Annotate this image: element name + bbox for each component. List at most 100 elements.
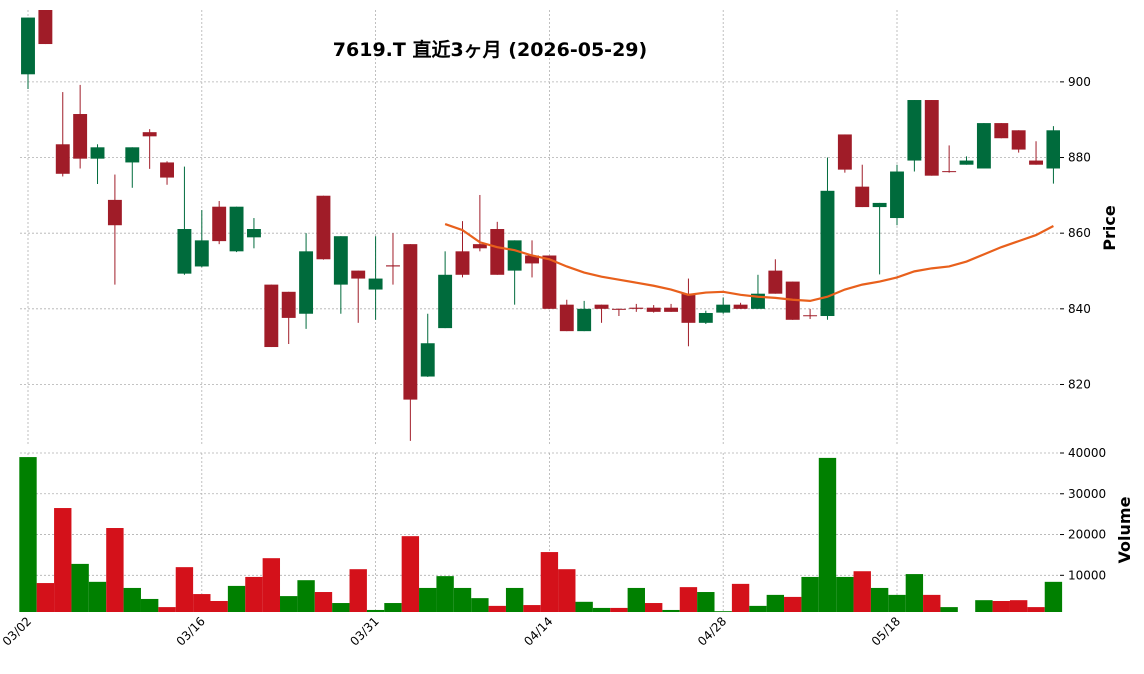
- volume-bar: [488, 605, 506, 612]
- volume-bar: [36, 583, 55, 612]
- candle-body: [542, 255, 557, 309]
- volume-bar: [1044, 581, 1063, 612]
- candle-body: [55, 144, 70, 174]
- candle-body: [577, 308, 592, 332]
- volume-bar: [679, 587, 698, 612]
- candle-body: [611, 308, 626, 310]
- volume-bar: [280, 596, 298, 612]
- candle-body: [38, 10, 53, 45]
- y-axis-label: Price: [1100, 205, 1119, 251]
- candle-body: [924, 100, 939, 176]
- candle-body: [942, 171, 957, 173]
- candle-body: [1011, 130, 1026, 150]
- x-tick-label: 03/31: [347, 614, 381, 648]
- x-tick-label: 05/18: [869, 614, 903, 648]
- y-tick-label: 880: [1068, 151, 1091, 165]
- candle-body: [629, 307, 644, 309]
- volume-tick-label: 40000: [1068, 446, 1106, 460]
- volume-bar: [870, 587, 889, 612]
- candle-body: [281, 291, 296, 318]
- candle-body: [820, 190, 835, 317]
- candle-body: [716, 304, 731, 313]
- volume-bar: [419, 587, 437, 612]
- candle-body: [299, 251, 314, 314]
- volume-bar: [905, 574, 924, 612]
- candle-body: [73, 114, 88, 159]
- volume-bar: [610, 607, 628, 612]
- candle-body: [194, 240, 209, 267]
- candle-body: [368, 278, 383, 290]
- candle-body: [1029, 160, 1043, 165]
- candle-body: [507, 240, 522, 271]
- candle-body: [420, 343, 435, 377]
- candle-body: [664, 307, 679, 312]
- y-tick-label: 860: [1068, 226, 1091, 240]
- volume-bar: [349, 569, 367, 612]
- volume-bar: [106, 528, 124, 612]
- volume-bar: [627, 587, 645, 612]
- candle-body: [351, 270, 366, 279]
- moving-average-line: [444, 223, 1054, 302]
- volume-bar: [54, 508, 72, 612]
- candle-body: [907, 100, 922, 161]
- volume-bar: [540, 552, 559, 612]
- volume-bar: [436, 576, 454, 612]
- candle-body: [890, 171, 904, 219]
- candle-body: [438, 274, 453, 329]
- candle-body: [472, 244, 487, 249]
- volume-bar: [193, 594, 211, 612]
- volume-axis-label: Volume: [1115, 496, 1134, 563]
- volume-bar: [592, 607, 611, 612]
- volume-bar: [384, 603, 402, 612]
- candle-body: [855, 186, 870, 208]
- volume-bar: [853, 571, 871, 612]
- candle-body: [959, 160, 974, 165]
- volume-bar: [453, 587, 472, 612]
- volume-bar: [923, 594, 941, 612]
- y-tick-label: 900: [1068, 75, 1091, 89]
- volume-bar: [297, 580, 315, 612]
- volume-bar: [1009, 600, 1028, 612]
- volume-bar: [940, 607, 958, 612]
- candle-body: [160, 162, 174, 178]
- candle-body: [994, 123, 1009, 139]
- volume-bar: [644, 603, 663, 612]
- candle-body: [107, 199, 122, 226]
- volume-bar: [714, 611, 732, 612]
- candle-body: [212, 206, 227, 242]
- volume-bar: [245, 576, 263, 612]
- volume-bar: [575, 601, 593, 612]
- candle-body: [142, 132, 157, 137]
- volume-bar: [158, 607, 176, 612]
- volume-bar: [401, 536, 420, 612]
- candle-body: [559, 304, 574, 332]
- volume-bar: [801, 576, 819, 612]
- candle-body: [872, 202, 887, 208]
- candle-body: [403, 244, 418, 400]
- volume-bar: [697, 592, 715, 612]
- x-tick-label: 04/28: [695, 614, 729, 648]
- candle-body: [646, 307, 661, 312]
- y-tick-label: 820: [1068, 377, 1091, 391]
- volume-bar: [662, 609, 680, 612]
- volume-bar: [19, 457, 37, 612]
- candle-body: [90, 147, 105, 159]
- x-tick-label: 03/16: [174, 614, 208, 648]
- y-tick-label: 840: [1068, 302, 1091, 316]
- volume-bar: [818, 457, 837, 612]
- volume-bar: [558, 569, 576, 612]
- volume-bar: [314, 592, 333, 612]
- candle-body: [333, 236, 348, 285]
- candle-body: [837, 134, 852, 170]
- candle-body: [733, 304, 748, 309]
- volume-bar: [71, 563, 89, 612]
- candle-body: [125, 147, 140, 163]
- volume-bar: [227, 585, 246, 612]
- volume-tick-label: 30000: [1068, 487, 1106, 501]
- volume-bar: [1027, 607, 1045, 612]
- volume-bar: [123, 587, 141, 612]
- candle-body: [768, 270, 783, 294]
- volume-bar: [731, 583, 750, 612]
- volume-bar: [523, 605, 541, 612]
- volume-bar: [175, 567, 194, 612]
